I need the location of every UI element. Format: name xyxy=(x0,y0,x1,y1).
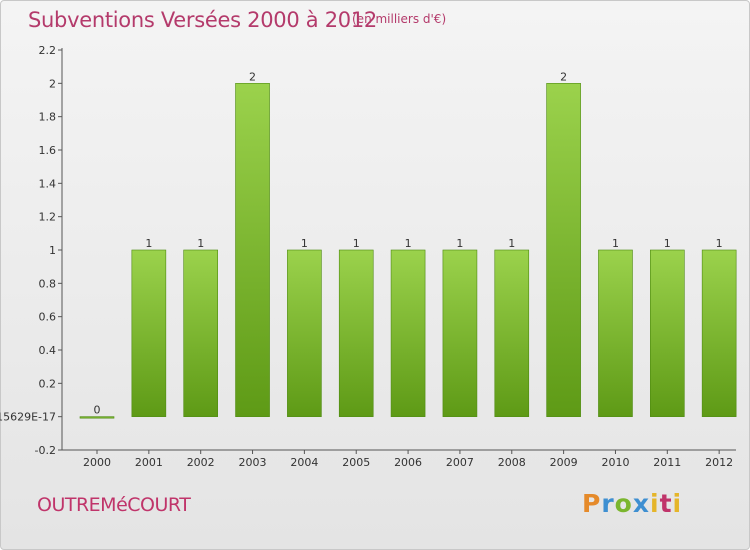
y-tick-label: 1.6 xyxy=(39,144,57,157)
x-tick-label: 2006 xyxy=(394,456,422,469)
data-label: 1 xyxy=(508,237,515,250)
chart-title: Subventions Versées 2000 à 2012 xyxy=(28,8,377,32)
bar xyxy=(598,249,633,417)
x-tick-label: 2004 xyxy=(290,456,318,469)
bar xyxy=(183,249,218,417)
data-label: 1 xyxy=(353,237,360,250)
bar xyxy=(546,83,581,417)
y-tick-label: 0.8 xyxy=(39,277,57,290)
x-tick-label: 2010 xyxy=(601,456,629,469)
bar xyxy=(338,249,374,417)
y-tick-label: 2 xyxy=(49,77,56,90)
x-tick-label: 2007 xyxy=(446,456,474,469)
data-label: 2 xyxy=(249,70,256,83)
chart-subtitle: (en milliers d'€) xyxy=(352,12,447,26)
y-tick-label: 0.6 xyxy=(39,311,57,324)
x-tick-label: 2008 xyxy=(498,456,526,469)
bar xyxy=(390,249,426,417)
y-tick-label: 1 xyxy=(49,244,56,257)
x-tick-label: 2009 xyxy=(550,456,578,469)
y-tick-label: 0.4 xyxy=(39,344,57,357)
commune-name: OUTREMéCOURT xyxy=(37,494,191,516)
data-label: 1 xyxy=(301,237,308,250)
bar xyxy=(79,416,115,419)
data-label: 1 xyxy=(716,237,723,250)
y-tick-label: 2.2 xyxy=(39,44,57,57)
bar xyxy=(701,249,737,417)
data-label: 1 xyxy=(145,237,152,250)
x-tick-label: 2012 xyxy=(705,456,733,469)
bar xyxy=(287,249,322,417)
y-tick-label: 0.2 xyxy=(39,377,57,390)
bar xyxy=(235,83,270,417)
data-label: 1 xyxy=(197,237,204,250)
y-tick-label: 1.4 xyxy=(39,177,57,190)
y-tick-label: 1.2 xyxy=(39,211,57,224)
y-tick-label: -0.2 xyxy=(35,444,56,457)
data-label: 2 xyxy=(560,70,567,83)
y-tick-label: -1.15629E-17 xyxy=(0,411,56,424)
x-tick-label: 2011 xyxy=(653,456,681,469)
x-tick-label: 2001 xyxy=(135,456,163,469)
bar xyxy=(442,249,478,417)
x-tick-label: 2000 xyxy=(83,456,111,469)
x-tick-label: 2005 xyxy=(342,456,370,469)
data-label: 0 xyxy=(94,404,101,417)
x-tick-label: 2002 xyxy=(187,456,215,469)
bar xyxy=(494,249,530,417)
y-tick-label: 1.8 xyxy=(39,111,57,124)
data-label: 1 xyxy=(664,237,671,250)
x-tick-label: 2003 xyxy=(239,456,267,469)
data-label: 1 xyxy=(612,237,619,250)
bar xyxy=(131,249,167,417)
proxiti-logo[interactable]: Proxiti xyxy=(582,489,683,518)
bar xyxy=(650,249,685,417)
data-label: 1 xyxy=(456,237,463,250)
data-label: 1 xyxy=(405,237,412,250)
